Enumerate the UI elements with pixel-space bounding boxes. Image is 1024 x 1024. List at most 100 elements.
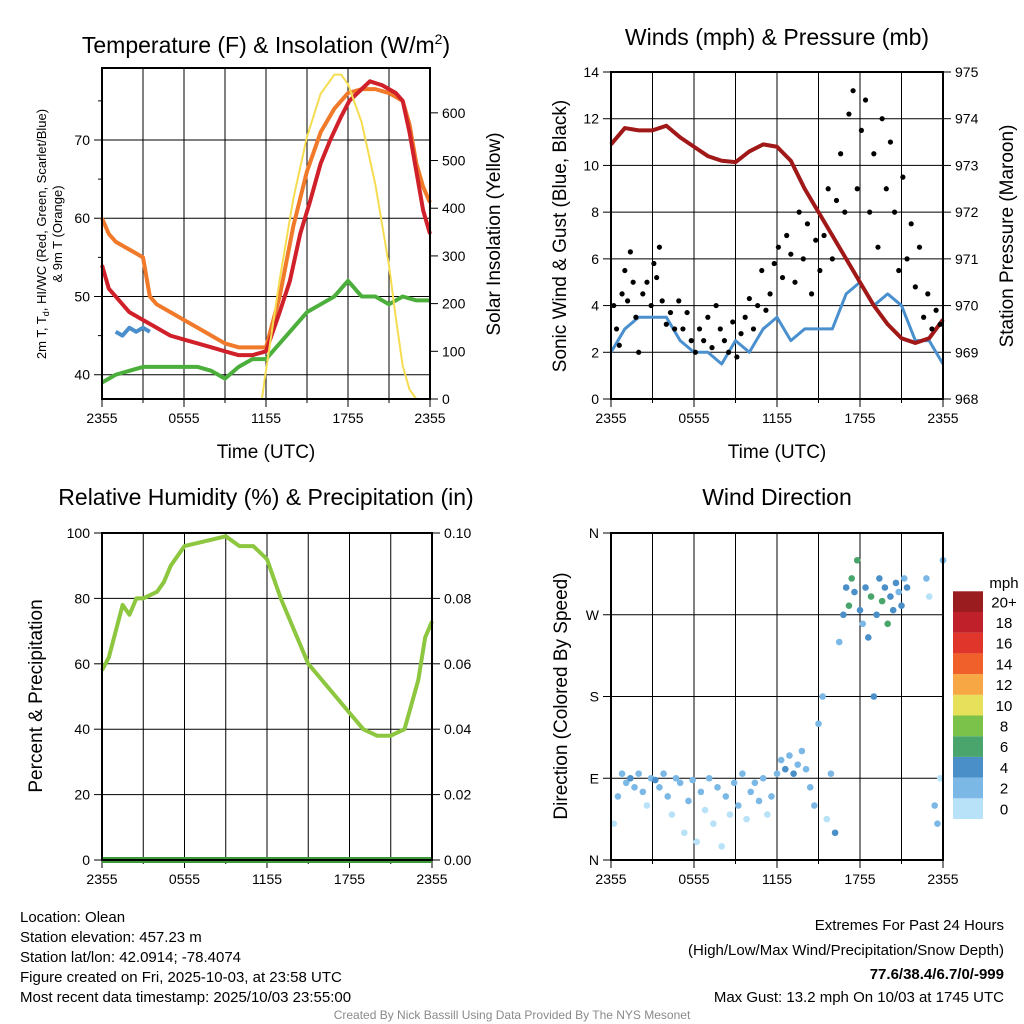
y-right-tick-label: 0.06 — [444, 656, 471, 672]
2m-t-red-line — [100, 79, 432, 358]
y-tick-label: S — [590, 689, 599, 705]
y-tick-label: 60 — [74, 656, 90, 672]
footer-created: Figure created on Fri, 2025-10-03, at 23… — [20, 969, 342, 986]
direction-point — [627, 774, 634, 782]
gust-point — [875, 244, 881, 250]
y-tick-label: 0 — [591, 391, 599, 407]
gust-point — [921, 314, 927, 320]
gust-point — [858, 127, 864, 133]
gust-point — [817, 267, 823, 274]
gust-point — [846, 111, 852, 117]
y-tick-label: 80 — [74, 590, 90, 606]
direction-point — [840, 611, 847, 619]
gust-point — [746, 295, 752, 302]
gust-point — [788, 251, 794, 257]
direction-point — [676, 779, 684, 787]
gust-point — [742, 314, 748, 320]
gust-point — [616, 342, 622, 348]
direction-point — [660, 770, 667, 778]
direction-point — [730, 779, 738, 787]
direction-point — [936, 774, 944, 782]
gust-point — [883, 186, 889, 192]
gust-point — [771, 260, 777, 267]
y-right-tick-label: 0.04 — [444, 721, 471, 737]
direction-point — [827, 770, 835, 778]
y-right-tick-label: 970 — [955, 298, 979, 314]
extremes-values: 77.6/38.4/6.7/0/-999 — [870, 966, 1004, 983]
gust-point — [713, 302, 719, 309]
direction-point — [743, 815, 750, 823]
direction-point — [819, 693, 826, 700]
td-green-line — [101, 278, 430, 385]
wc-blue-line — [114, 325, 151, 338]
y-right-tick-label: 0 — [442, 391, 450, 407]
footer-right: Extremes For Past 24 Hours (High/Low/Max… — [688, 917, 1004, 1006]
direction-point — [878, 597, 886, 605]
direction-point — [876, 575, 883, 582]
y-right-tick-label: 300 — [442, 248, 466, 264]
gust-point — [619, 291, 625, 297]
sonic-wind-blue-line — [609, 280, 945, 366]
footer-latlon: Station lat/lon: 42.0914; -78.4074 — [20, 949, 241, 966]
direction-point — [764, 811, 771, 818]
y-tick-label: 0 — [82, 852, 90, 868]
x-tick-label: 1155 — [251, 410, 281, 426]
gust-point — [829, 256, 835, 262]
direction-point — [697, 788, 705, 796]
x-tick-label: 2355 — [86, 410, 117, 426]
direction-point — [900, 575, 908, 582]
direction-point — [865, 634, 872, 641]
direction-point — [622, 779, 630, 787]
direction-point — [859, 620, 867, 628]
direction-point — [934, 820, 941, 827]
x-tick-label: 2355 — [595, 410, 626, 426]
x-tick-label: 2355 — [86, 871, 117, 887]
legend-swatch — [953, 674, 983, 695]
gust-point — [667, 309, 674, 316]
x-tick-label: 0555 — [678, 410, 709, 426]
x-tick-label: 1755 — [844, 871, 875, 887]
gust-point — [775, 244, 781, 250]
x-tick-label: 1155 — [252, 871, 282, 887]
gust-point — [651, 260, 657, 267]
gust-point — [912, 284, 918, 290]
direction-point — [755, 797, 763, 805]
gust-point — [676, 298, 682, 304]
gust-point — [705, 314, 711, 320]
x-tick-label: 1155 — [762, 871, 792, 887]
gust-point — [796, 209, 802, 215]
gust-point — [613, 326, 620, 332]
legend-label: 2 — [1000, 781, 1008, 798]
y-right-tick-label: 500 — [442, 153, 466, 169]
y-right-tick-label: 975 — [955, 64, 979, 80]
y-tick-label: E — [590, 770, 599, 786]
y-tick-label: 8 — [591, 204, 599, 220]
direction-point — [726, 811, 734, 818]
footer-left: Location: Olean Station elevation: 457.2… — [20, 909, 351, 1006]
direction-point — [693, 838, 701, 846]
gust-point — [625, 298, 631, 304]
y-right-tick-label: 971 — [955, 251, 979, 267]
direction-point — [892, 579, 900, 587]
gust-point — [644, 279, 650, 285]
speed-legend: 0 2 4 6 8 10 12 14 16 18 20+ — [953, 591, 1017, 819]
direction-point — [718, 843, 725, 850]
legend-swatch — [953, 632, 983, 654]
gust-point — [908, 221, 914, 227]
y-tick-label: 4 — [591, 298, 599, 314]
x-tick-label: 1755 — [844, 410, 875, 426]
direction-point — [768, 793, 775, 800]
gust-point — [672, 326, 678, 332]
gust-point — [767, 291, 773, 297]
gust-point — [654, 274, 660, 281]
legend-label: 18 — [996, 615, 1013, 632]
direction-point — [751, 779, 759, 787]
direction-point — [851, 588, 858, 596]
footer-location: Location: Olean — [20, 909, 125, 926]
direction-point — [705, 774, 713, 782]
y-right-tick-label: 600 — [442, 105, 466, 121]
x-tick-label: 0555 — [169, 871, 200, 887]
credit: Created By Nick Bassill Using Data Provi… — [334, 1008, 691, 1022]
legend-swatch — [953, 591, 983, 612]
plot-frame — [610, 71, 944, 400]
